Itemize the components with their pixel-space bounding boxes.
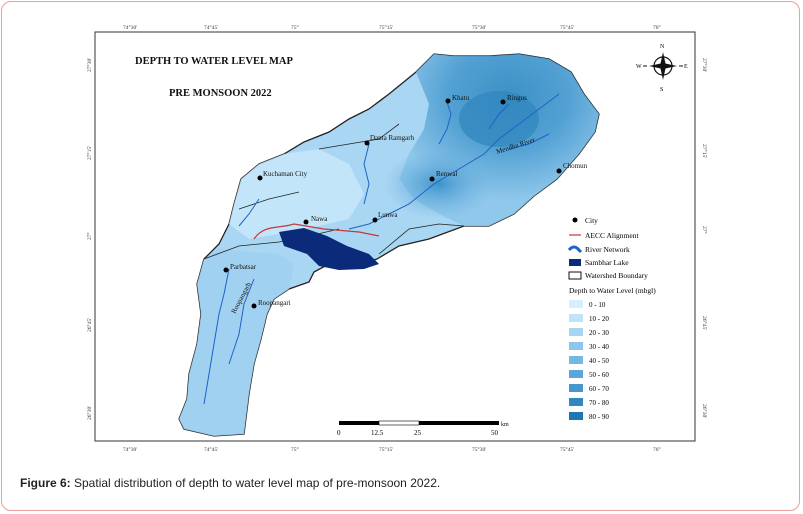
legend-city-marker [572,217,578,223]
right-tick: 27°30' [701,58,708,72]
legend-class-swatch [569,370,583,378]
map-subtitle: PRE MONSOON 2022 [169,88,272,99]
left-tick: 27° [86,232,93,240]
legend-aecc-label: AECC Alignment [585,231,639,240]
legend-depth-title: Depth to Water Level (mbgl) [569,286,656,295]
aecc-alignment [253,223,380,240]
scale-label: 50 [491,429,499,437]
city-label-nawa: Nawa [311,215,328,223]
sambhar-lake [279,228,379,270]
legend-class-label: 80 - 90 [589,413,609,421]
legend-city-label: City [585,216,598,225]
right-tick: 26°30' [701,404,708,418]
top-tick: 75°30' [472,24,486,31]
legend-river-label: River Network [585,245,630,254]
city-markers [223,98,562,309]
shallow-zone-west [229,149,364,239]
city-label-lunwa: Lunwa [378,211,398,219]
bottom-tick: 75° [291,446,299,453]
city-label-kuchaman-city: Kuchaman City [263,170,308,178]
map-svg: Khatu Ringus Danta Ramgarh Mendha River … [86,24,708,453]
left-tick: 27°15' [86,146,93,160]
legend: City AECC Alignment River Network Sambha… [567,216,656,421]
city-label-ringus: Ringus [507,94,527,102]
scale-label: 12.5 [371,429,384,437]
scale-seg [339,421,379,425]
south-label: S [660,87,663,93]
map-title: DEPTH TO WATER LEVEL MAP [135,56,294,67]
left-tick: 26°30' [86,406,93,420]
scale-seg [378,420,420,426]
city-label-parbatsar: Parbatsar [230,263,257,271]
scale-bar: 0 12.5 25 50 km [337,420,509,437]
east-label: E [684,64,688,70]
legend-class-label: 30 - 40 [589,343,609,351]
city-label-roopangari: Roopangari [258,299,291,307]
legend-class-label: 0 - 10 [589,301,606,309]
north-arrow-icon: N S W E [636,44,688,93]
top-tick: 76° [653,24,661,31]
right-tick: 26°45' [701,316,708,330]
bottom-tick: 74°45' [204,446,218,453]
legend-class-swatch [569,314,583,322]
figure-caption: Figure 6: Spatial distribution of depth … [20,476,780,490]
legend-depth-classes: 0 - 10 10 - 20 20 - 30 30 - 40 40 - 50 50 - 6… [569,300,609,421]
legend-lake-label: Sambhar Lake [585,258,629,267]
city-label-khatu: Khatu [452,94,470,102]
legend-class-swatch [569,328,583,336]
north-label: N [660,44,665,50]
city-label-chomun: Chomun [563,162,588,170]
caption-text: Spatial distribution of depth to water l… [70,476,441,490]
right-tick: 27°15' [701,144,708,158]
deep-zone-ringus [459,91,539,147]
bottom-tick: 74°30' [123,446,137,453]
city-label-danta-ramgarh: Danta Ramgarh [370,134,415,142]
bottom-tick: 75°45' [560,446,574,453]
legend-class-swatch [569,342,583,350]
scale-seg [419,421,499,425]
river-network [203,93,560,405]
legend-class-label: 20 - 30 [589,329,609,337]
legend-class-label: 70 - 80 [589,399,609,407]
legend-river-icon [567,245,583,254]
legend-class-label: 60 - 70 [589,385,609,393]
bottom-tick: 75°15' [379,446,393,453]
scale-unit: km [501,422,509,428]
legend-class-swatch [569,398,583,406]
legend-class-label: 10 - 20 [589,315,609,323]
top-tick: 74°45' [204,24,218,31]
legend-class-swatch [569,356,583,364]
bottom-tick: 76° [653,446,661,453]
legend-boundary-label: Watershed Boundary [585,271,648,280]
map-panel: Khatu Ringus Danta Ramgarh Mendha River … [79,14,709,464]
scale-label: 0 [337,429,341,437]
top-tick: 74°30' [123,24,137,31]
legend-class-swatch [569,384,583,392]
scale-label: 25 [414,429,422,437]
top-tick: 75°45' [560,24,574,31]
city-label-renwal: Renwal [436,170,457,178]
top-tick: 75°15' [379,24,393,31]
right-tick: 27° [701,226,708,234]
legend-class-label: 40 - 50 [589,357,609,365]
bottom-tick: 75°30' [472,446,486,453]
left-tick: 27°30' [86,58,93,72]
legend-class-swatch [569,412,583,420]
left-tick: 26°45' [86,318,93,332]
west-label: W [636,64,642,70]
legend-lake-swatch [569,259,581,266]
legend-boundary-swatch [568,271,582,280]
caption-label: Figure 6: [20,476,71,490]
legend-class-swatch [569,300,583,308]
top-tick: 75° [291,24,299,31]
legend-class-label: 50 - 60 [589,371,609,379]
